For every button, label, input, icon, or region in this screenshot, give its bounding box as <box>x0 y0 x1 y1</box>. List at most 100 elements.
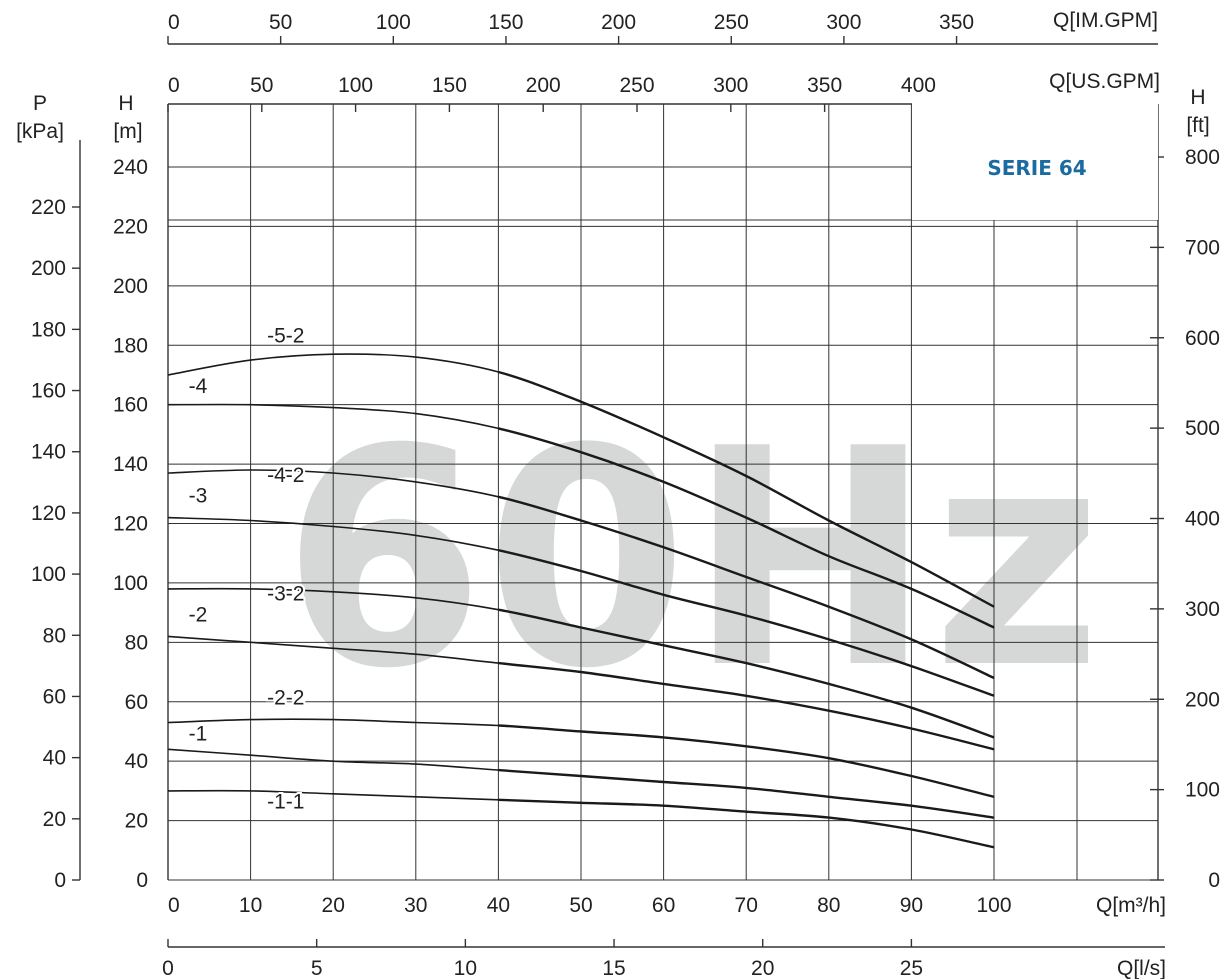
ft-axis-unit: [ft] <box>1186 114 1209 137</box>
kpa-tick-label: 180 <box>31 318 66 341</box>
curve-operating-range <box>498 661 995 751</box>
y-tick-label: 60 <box>125 691 148 714</box>
x-tick-label: 100 <box>976 894 1011 917</box>
curve-label: -4 <box>189 375 208 398</box>
curve-operating-range <box>498 495 995 680</box>
ft-tick-label: 800 <box>1185 146 1220 169</box>
ft-tick-label: 400 <box>1185 508 1220 531</box>
ls-tick-label: 15 <box>602 957 625 979</box>
grid <box>167 104 1159 881</box>
curve-operating-range <box>498 608 995 739</box>
curve-label: -2-2 <box>267 687 304 710</box>
y-tick-label: 240 <box>113 156 148 179</box>
kpa-tick-label: 160 <box>31 380 66 403</box>
y-tick-label: 200 <box>113 275 148 298</box>
imgpm-tick-label: 150 <box>488 11 523 34</box>
kpa-axis-unit: [kPa] <box>16 120 64 143</box>
usgpm-tick-label: 100 <box>338 74 373 97</box>
y-tick-label: 40 <box>125 750 148 773</box>
x-tick-label: 30 <box>404 894 427 917</box>
y-tick-label: 100 <box>113 572 148 595</box>
kpa-axis-label: P <box>33 92 47 115</box>
curve-operating-range <box>498 768 995 819</box>
ft-axis-label: H <box>1190 86 1205 109</box>
curve-operating-range <box>498 798 995 849</box>
kpa-tick-label: 140 <box>31 441 66 464</box>
usgpm-tick-label: 0 <box>168 74 180 97</box>
ls-tick-label: 5 <box>311 957 323 979</box>
x-tick-label: 60 <box>652 894 675 917</box>
y-tick-label: 140 <box>113 453 148 476</box>
curve-label: -1-1 <box>267 791 304 814</box>
curve-label: -3-2 <box>267 583 304 606</box>
x-tick-label: 50 <box>569 894 592 917</box>
usgpm-tick-label: 400 <box>901 74 936 97</box>
x-tick-label: 80 <box>817 894 840 917</box>
usgpm-tick-label: 250 <box>619 74 654 97</box>
y-tick-label: 220 <box>113 215 148 238</box>
ft-tick-label: 0 <box>1208 869 1220 892</box>
kpa-tick-label: 60 <box>43 685 66 708</box>
x-tick-label: 0 <box>168 894 180 917</box>
title-box <box>912 104 1158 220</box>
x-tick-label: 40 <box>487 894 510 917</box>
watermark-60hz: 60Hz <box>282 385 1102 734</box>
curve-label: -1 <box>189 722 208 745</box>
curve-operating-range <box>498 427 995 629</box>
y-axis-label: H <box>118 92 133 115</box>
usgpm-tick-label: 300 <box>713 74 748 97</box>
y-tick-label: 0 <box>136 869 148 892</box>
imgpm-tick-label: 100 <box>376 11 411 34</box>
imgpm-axis-label: Q[IM.GPM] <box>1053 9 1158 32</box>
x-tick-label: 10 <box>239 894 262 917</box>
kpa-tick-label: 20 <box>43 808 66 831</box>
imgpm-tick-label: 200 <box>601 11 636 34</box>
axes: 0 10 20 30 40 50 60 70 80 90 100 Q[m³/h]02040608010… <box>16 9 1220 979</box>
ft-tick-label: 300 <box>1185 598 1220 621</box>
ls-tick-label: 10 <box>454 957 477 979</box>
imgpm-tick-label: 350 <box>939 11 974 34</box>
imgpm-tick-label: 0 <box>168 11 180 34</box>
x-tick-label: 70 <box>735 894 758 917</box>
kpa-tick-label: 200 <box>31 257 66 280</box>
y-tick-label: 20 <box>125 810 148 833</box>
curve-label: -5-2 <box>267 324 304 347</box>
ls-tick-label: 0 <box>162 957 174 979</box>
y-tick-label: 180 <box>113 334 148 357</box>
x-tick-label: 20 <box>322 894 345 917</box>
x-axis-label: Q[m³/h] <box>1096 894 1166 917</box>
y-axis-unit: [m] <box>113 120 142 143</box>
kpa-tick-label: 0 <box>54 869 66 892</box>
y-tick-label: 120 <box>113 513 148 536</box>
curve-label: -4-2 <box>267 464 304 487</box>
ft-tick-label: 100 <box>1185 779 1220 802</box>
curve-operating-range <box>498 724 995 798</box>
ft-tick-label: 500 <box>1185 417 1220 440</box>
ls-tick-label: 25 <box>900 957 923 979</box>
ls-tick-label: 20 <box>751 957 774 979</box>
ls-axis-label: Q[l/s] <box>1117 957 1166 979</box>
usgpm-tick-label: 50 <box>250 74 273 97</box>
chart-title: SERIE 64 <box>987 156 1086 180</box>
performance-curves: -5-2-4-4-2-3-3-2-2-2-2-1-1-1 <box>167 322 995 849</box>
usgpm-axis-label: Q[US.GPM] <box>1049 70 1160 93</box>
usgpm-tick-label: 200 <box>526 74 561 97</box>
kpa-tick-label: 40 <box>43 747 66 770</box>
imgpm-tick-label: 300 <box>826 11 861 34</box>
curve-label: -3 <box>189 485 208 508</box>
imgpm-tick-label: 250 <box>714 11 749 34</box>
usgpm-tick-label: 350 <box>807 74 842 97</box>
curve-operating-range <box>498 370 995 608</box>
x-tick-label: 90 <box>900 894 923 917</box>
kpa-tick-label: 80 <box>43 624 66 647</box>
curve-operating-range <box>498 549 995 697</box>
ft-tick-label: 200 <box>1185 688 1220 711</box>
imgpm-tick-label: 50 <box>269 11 292 34</box>
curve-label: -2 <box>189 604 208 627</box>
kpa-tick-label: 120 <box>31 502 66 525</box>
kpa-tick-label: 100 <box>31 563 66 586</box>
ft-tick-label: 600 <box>1185 327 1220 350</box>
y-tick-label: 80 <box>125 631 148 654</box>
ft-tick-label: 700 <box>1185 236 1220 259</box>
